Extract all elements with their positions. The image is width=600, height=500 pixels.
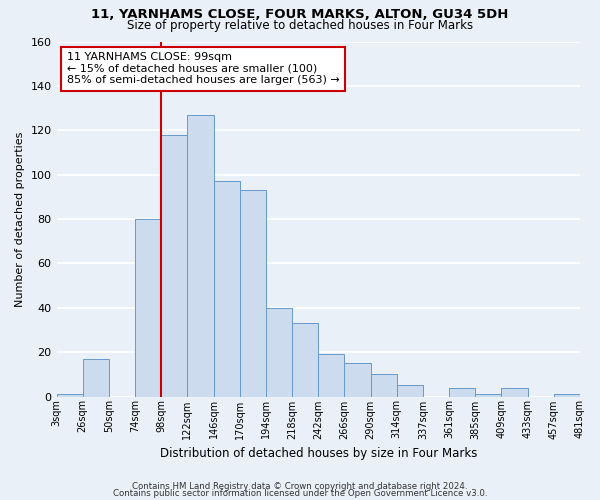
Bar: [318, 354, 344, 397]
Bar: [56, 394, 83, 396]
Text: Contains HM Land Registry data © Crown copyright and database right 2024.: Contains HM Land Registry data © Crown c…: [132, 482, 468, 491]
Bar: [214, 182, 240, 396]
Text: Size of property relative to detached houses in Four Marks: Size of property relative to detached ho…: [127, 19, 473, 32]
Bar: [554, 394, 580, 396]
X-axis label: Distribution of detached houses by size in Four Marks: Distribution of detached houses by size …: [160, 447, 477, 460]
Bar: [240, 190, 266, 396]
Text: 11, YARNHAMS CLOSE, FOUR MARKS, ALTON, GU34 5DH: 11, YARNHAMS CLOSE, FOUR MARKS, ALTON, G…: [91, 8, 509, 20]
Bar: [266, 308, 292, 396]
Text: 11 YARNHAMS CLOSE: 99sqm
← 15% of detached houses are smaller (100)
85% of semi-: 11 YARNHAMS CLOSE: 99sqm ← 15% of detach…: [67, 52, 340, 86]
Y-axis label: Number of detached properties: Number of detached properties: [15, 132, 25, 306]
Bar: [161, 134, 187, 396]
Bar: [83, 359, 109, 397]
Bar: [292, 324, 318, 396]
Bar: [475, 394, 502, 396]
Bar: [187, 114, 214, 396]
Bar: [371, 374, 397, 396]
Bar: [344, 363, 371, 396]
Bar: [135, 219, 161, 396]
Text: Contains public sector information licensed under the Open Government Licence v3: Contains public sector information licen…: [113, 489, 487, 498]
Bar: [449, 388, 475, 396]
Bar: [502, 388, 527, 396]
Bar: [397, 386, 423, 396]
